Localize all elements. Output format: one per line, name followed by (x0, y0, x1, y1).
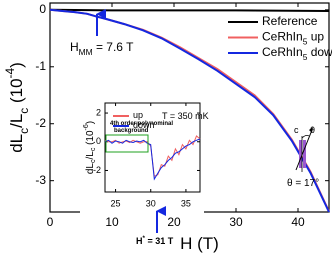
annotation-part: 4th order polynominal (110, 121, 173, 127)
legend-label-part: 5 (303, 52, 308, 62)
legend-label-part: CeRhIn (262, 30, 303, 44)
series-line (49, 8, 330, 213)
annotation: θ (310, 125, 315, 135)
legend-label: up (133, 110, 143, 120)
annotation-part: = 7.6 T (93, 40, 134, 54)
y-axis-label-part: /L (7, 114, 26, 128)
annotation-part: T = 350 mK (162, 111, 209, 121)
crystal-bar (299, 140, 302, 168)
fit-window (105, 134, 149, 153)
annotation-part: H (136, 236, 143, 246)
y-tick-label: 0 (39, 2, 46, 16)
y-axis-label-part: (10 (7, 78, 26, 107)
x-tick-label: 0 (47, 215, 54, 229)
y-tick-label: -2 (35, 116, 46, 130)
x-tick-label: 35 (181, 198, 191, 208)
x-tick-label: 40 (291, 215, 305, 229)
x-axis-label: H (T) (180, 234, 219, 253)
annotation-part: H (70, 40, 79, 54)
legend-label-part: down (133, 120, 155, 130)
annotation: HMM = 7.6 T (70, 40, 134, 57)
arrow-head (309, 127, 313, 133)
y-axis-label-part: c (90, 147, 97, 151)
annotation: 4th order polynominal (110, 121, 173, 127)
plot-frame (104, 102, 201, 193)
annotation-part: = 31 T (145, 236, 174, 246)
y-axis-label-part: ) (85, 121, 96, 124)
annotation: θ = 17° (287, 178, 319, 189)
y-tick-label: -2 (93, 165, 101, 175)
annotation: c (294, 125, 299, 135)
legend-label-part: Reference (262, 14, 318, 28)
y-axis-label-part: -6 (83, 124, 90, 130)
annotation-part: c (294, 125, 299, 135)
y-tick-label: 0 (96, 136, 101, 146)
x-tick-label: 25 (111, 198, 121, 208)
legend-label-part: 5 (303, 37, 308, 47)
series-line (104, 138, 201, 181)
annotation-part: * (143, 235, 146, 242)
y-tick-label: 2 (96, 107, 101, 117)
y-axis-label-part: c (17, 128, 31, 134)
y-axis-label-part: (10 (85, 130, 96, 148)
y-axis-label: dLc/Lc (10-4) (3, 62, 31, 153)
x-tick-label: 20 (167, 215, 181, 229)
annotation-part: θ (310, 125, 315, 135)
inset-background (80, 99, 204, 213)
series-line (49, 8, 330, 12)
y-tick-label: -3 (35, 173, 46, 187)
y-axis-label: dLc/Lc (10-6) (83, 121, 97, 174)
annotation-part: θ = 17° (287, 178, 319, 189)
y-axis-label-part: -4 (3, 68, 17, 79)
crystal-icon (295, 127, 313, 172)
legend-label-part: up (307, 30, 324, 44)
annotation-part: MM (79, 47, 93, 57)
crystal-bar (303, 140, 306, 168)
y-axis-label-part: /L (85, 151, 96, 160)
legend-label-part: CeRhIn (262, 45, 303, 59)
annotation: background (114, 128, 149, 134)
legend-label-part: down (307, 45, 332, 59)
legend-label: CeRhIn5 up (262, 30, 324, 47)
legend-label: Reference (262, 14, 318, 28)
x-tick-label: 30 (146, 198, 156, 208)
annotation-part: background (114, 128, 149, 134)
y-axis-label-part: c (90, 159, 97, 163)
legend-label: down (133, 120, 155, 130)
annotation: H* = 31 T (136, 235, 174, 246)
y-tick-label: -1 (35, 59, 46, 73)
annotation: T = 350 mK (162, 111, 209, 121)
angle-arc (301, 134, 310, 139)
legend-label-part: up (133, 110, 143, 120)
y-axis-label-part: dL (85, 163, 96, 175)
x-tick-label: 30 (229, 215, 243, 229)
legend-label: CeRhIn5 down (262, 45, 332, 62)
y-axis-label-part: dL (7, 134, 26, 153)
field-arrow (295, 129, 313, 171)
x-axis-label-part: H (T) (180, 234, 219, 253)
y-axis-label-part: ) (7, 62, 26, 68)
y-axis-label-part: c (17, 108, 31, 114)
x-tick-label: 10 (105, 215, 119, 229)
